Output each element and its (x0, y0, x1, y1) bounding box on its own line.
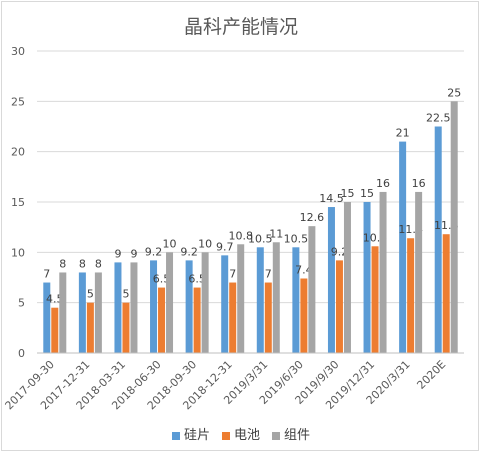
bar (434, 126, 442, 353)
data-label: 25 (447, 86, 461, 99)
bar (201, 252, 209, 353)
x-tick-label: 2020E (414, 358, 448, 392)
bar (229, 282, 237, 353)
bar (158, 287, 166, 353)
data-label: 9 (130, 247, 137, 260)
chart-legend: 硅片 电池 组件 (0, 424, 482, 443)
legend-item: 硅片 (171, 424, 210, 443)
bar (407, 238, 415, 353)
bar (292, 247, 300, 353)
bar (256, 247, 264, 353)
bar (450, 101, 458, 353)
data-label: 9.2 (180, 245, 198, 258)
data-label: 7 (43, 268, 50, 281)
bar (442, 234, 450, 353)
y-tick-label: 0 (18, 347, 25, 360)
data-label: 10 (198, 237, 212, 250)
legend-swatch (221, 431, 230, 440)
bar (122, 302, 130, 353)
y-tick-label: 20 (11, 146, 25, 159)
bar (114, 262, 122, 353)
data-label: 9 (114, 247, 121, 260)
bar (363, 202, 371, 353)
bar (308, 226, 316, 353)
data-label: 7 (229, 268, 236, 281)
bar (264, 282, 272, 353)
legend-label: 组件 (284, 428, 311, 443)
data-label: 21 (396, 127, 410, 140)
bar (379, 191, 387, 353)
data-label: 8 (95, 257, 102, 270)
data-label: 16 (376, 177, 390, 190)
bar (43, 282, 51, 353)
data-label: 5 (122, 288, 129, 301)
bar (185, 260, 193, 353)
data-label: 10.5 (284, 232, 309, 245)
data-label: 15 (360, 187, 374, 200)
data-label: 12.6 (300, 211, 325, 224)
data-label: 9.2 (145, 245, 163, 258)
bar (94, 272, 102, 353)
bar (150, 260, 158, 353)
data-label: 7.4 (295, 264, 313, 277)
legend-swatch (272, 431, 280, 440)
bar (51, 307, 59, 353)
y-tick-label: 10 (11, 246, 25, 259)
y-tick-label: 15 (11, 196, 25, 209)
data-label: 4.5 (46, 293, 64, 306)
y-tick-label: 25 (11, 95, 25, 108)
bar (335, 260, 343, 353)
chart-title: 晶科产能情况 (183, 16, 298, 38)
bar (327, 207, 335, 353)
legend-item: 组件 (272, 424, 310, 443)
y-tick-label: 5 (18, 297, 25, 310)
bar (78, 272, 86, 353)
data-label: 10.5 (248, 232, 273, 245)
data-label: 6.5 (153, 273, 171, 286)
y-tick-label: 30 (11, 45, 25, 58)
legend-item: 电池 (221, 424, 260, 443)
bar (399, 141, 407, 353)
bar (237, 244, 245, 353)
data-label: 10 (163, 237, 177, 250)
legend-swatch (171, 431, 180, 440)
bar (272, 242, 280, 353)
bar (130, 262, 138, 353)
data-label: 8 (59, 257, 66, 270)
data-label: 6.5 (188, 273, 206, 286)
data-label: 10.8 (228, 229, 253, 242)
data-label: 22.5 (426, 112, 451, 125)
data-label: 15 (340, 187, 354, 200)
data-label: 9.7 (216, 240, 234, 253)
data-label: 5 (87, 288, 94, 301)
bar (59, 272, 67, 353)
bar (300, 278, 308, 353)
bar (193, 287, 201, 353)
bar (371, 246, 379, 353)
data-label: 7 (265, 268, 272, 281)
bar (343, 202, 351, 353)
bar (221, 255, 229, 353)
data-label: 14.5 (319, 192, 344, 205)
bar (415, 191, 423, 353)
legend-label: 硅片 (183, 428, 210, 443)
data-label: 8 (79, 257, 86, 270)
legend-label: 电池 (233, 428, 260, 443)
data-label: 11 (269, 227, 283, 240)
data-label: 9.2 (331, 245, 349, 258)
bar (166, 252, 174, 353)
data-label: 16 (412, 177, 426, 190)
bar (86, 302, 94, 353)
